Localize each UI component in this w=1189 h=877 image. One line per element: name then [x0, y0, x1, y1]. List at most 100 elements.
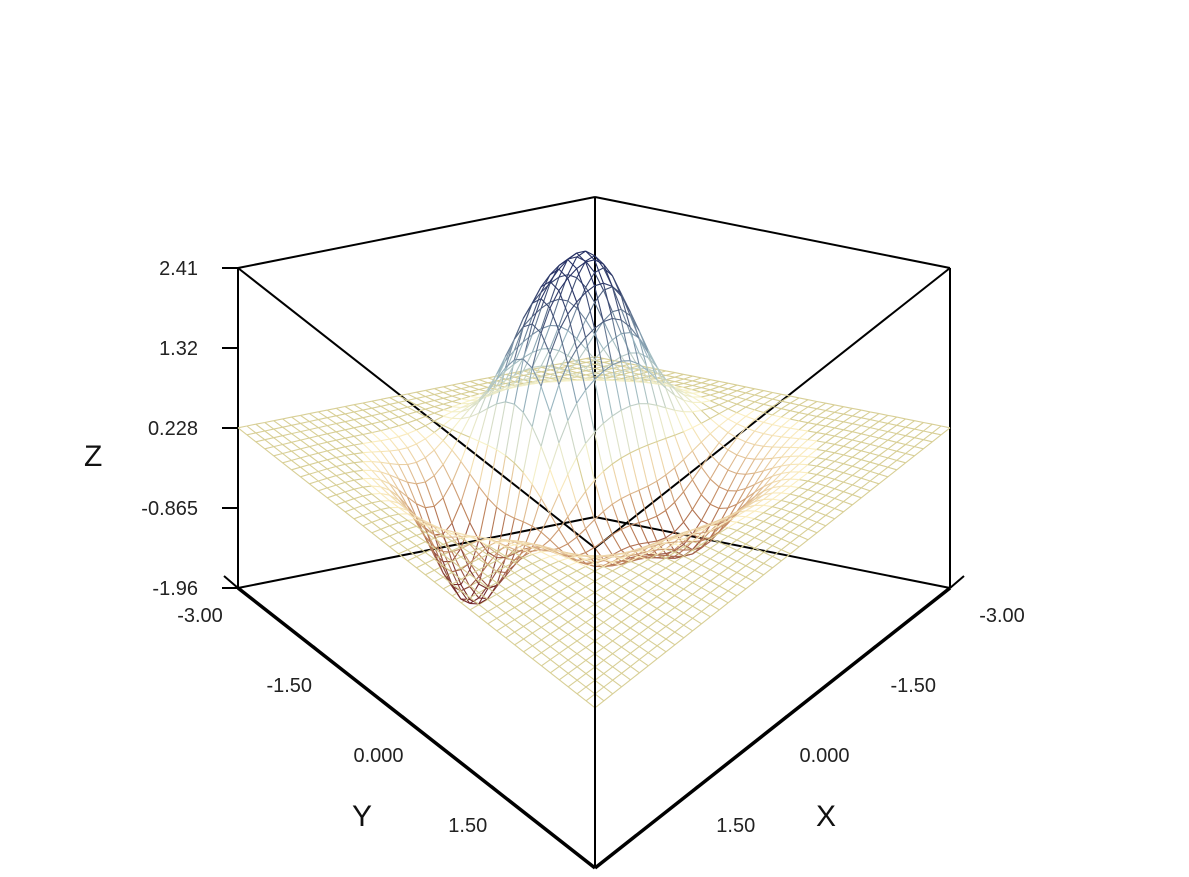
surface-mesh-segment — [674, 537, 684, 540]
surface-mesh-segment — [612, 379, 622, 382]
surface-mesh-segment — [629, 448, 640, 454]
x-tick-label: 0.000 — [799, 745, 849, 767]
surface-mesh-segment — [727, 539, 738, 547]
surface-mesh-segment — [318, 459, 328, 463]
surface-mesh-segment — [522, 484, 533, 522]
surface-mesh-segment — [638, 542, 648, 545]
surface-mesh-segment — [736, 472, 746, 475]
surface-mesh-segment — [425, 574, 435, 583]
surface-mesh-segment — [630, 378, 640, 383]
surface-mesh-segment — [443, 533, 453, 537]
surface-mesh-segment — [451, 569, 462, 573]
surface-mesh-segment — [514, 383, 524, 388]
surface-mesh-segment — [781, 471, 791, 475]
surface-mesh-segment — [603, 627, 613, 636]
surface-mesh-segment — [451, 418, 462, 430]
surface-mesh-segment — [576, 252, 586, 263]
surface-mesh-segment — [576, 337, 587, 350]
surface-mesh-segment — [745, 569, 756, 578]
surface-mesh-segment — [425, 388, 435, 391]
box-edge-top-right — [594, 196, 951, 269]
surface-mesh-segment — [389, 500, 399, 504]
surface-mesh-segment — [469, 586, 480, 599]
surface-mesh-segment — [362, 486, 373, 495]
surface-mesh-segment — [540, 498, 551, 514]
surface-mesh-segment — [478, 389, 489, 401]
surface-mesh-segment — [264, 430, 275, 439]
surface-mesh-segment — [701, 530, 711, 537]
surface-mesh-segment — [558, 330, 569, 351]
surface-mesh-segment — [648, 381, 658, 385]
surface-mesh-segment — [442, 561, 453, 585]
surface-mesh-segment — [718, 585, 729, 592]
surface-mesh-segment — [255, 439, 265, 443]
surface-mesh-segment — [558, 493, 569, 518]
surface-mesh-segment — [514, 631, 524, 640]
surface-mesh-segment — [460, 536, 470, 539]
surface-mesh-segment — [709, 552, 720, 560]
surface-mesh-segment — [896, 424, 906, 428]
surface-mesh-segment — [291, 431, 301, 435]
surface-mesh-segment — [451, 537, 462, 542]
surface-mesh-segment — [309, 413, 319, 421]
surface-mesh-segment — [344, 491, 355, 500]
surface-mesh-segment — [647, 540, 657, 544]
surface-mesh-segment — [523, 351, 533, 359]
surface-mesh-segment — [567, 570, 578, 577]
surface-mesh-segment — [469, 486, 480, 523]
surface-mesh-segment — [362, 485, 372, 488]
surface-mesh-segment — [701, 389, 711, 393]
surface-mesh-segment — [745, 524, 755, 529]
surface-mesh-segment — [327, 475, 337, 479]
surface-mesh-segment — [593, 432, 604, 472]
surface-mesh-segment — [647, 480, 658, 487]
surface-mesh-segment — [398, 489, 408, 507]
surface-mesh-segment — [380, 450, 390, 453]
surface-mesh-segment — [514, 583, 524, 591]
surface-mesh-segment — [621, 586, 631, 593]
surface-mesh-segment — [807, 482, 818, 491]
surface-mesh-segment — [736, 560, 747, 567]
surface-mesh-segment — [469, 562, 480, 571]
surface-mesh-segment — [612, 333, 622, 341]
surface-mesh-segment — [585, 367, 596, 372]
surface-mesh-segment — [780, 437, 791, 448]
surface-mesh-segment — [754, 498, 764, 506]
surface-mesh-segment — [558, 274, 569, 278]
surface-mesh-segment — [344, 406, 355, 413]
surface-mesh-segment — [603, 686, 614, 695]
surface-mesh-segment — [692, 617, 702, 625]
surface-mesh-segment — [709, 503, 720, 509]
surface-mesh-segment — [745, 457, 755, 460]
surface-mesh-segment — [531, 348, 542, 368]
surface-mesh-segment — [727, 394, 738, 398]
surface-mesh-segment — [621, 332, 631, 335]
surface-mesh-segment — [407, 528, 417, 536]
surface-mesh-segment — [834, 406, 844, 413]
surface-mesh-segment — [291, 466, 301, 471]
surface-mesh-segment — [469, 536, 480, 542]
surface-mesh-segment — [558, 627, 569, 635]
surface-mesh-segment — [665, 589, 675, 597]
surface-mesh-segment — [620, 580, 631, 587]
surface-mesh-segment — [674, 538, 684, 545]
surface-mesh-segment — [798, 498, 809, 506]
surface-mesh-segment — [887, 416, 898, 424]
surface-mesh-segment — [709, 547, 720, 553]
surface-mesh-segment — [629, 543, 640, 547]
surface-mesh-segment — [683, 389, 693, 391]
surface-mesh-segment — [452, 382, 462, 386]
surface-mesh-segment — [531, 298, 542, 325]
surface-mesh-segment — [834, 413, 844, 421]
surface-mesh-segment — [478, 444, 489, 487]
surface-mesh-segment — [549, 615, 560, 622]
surface-mesh-segment — [353, 508, 364, 516]
surface-mesh-segment — [612, 317, 622, 321]
surface-mesh-segment — [798, 439, 809, 449]
surface-mesh-segment — [683, 540, 693, 548]
surface-mesh-segment — [629, 608, 640, 617]
surface-mesh-segment — [442, 529, 453, 535]
surface-mesh-segment — [478, 408, 489, 442]
surface-mesh-segment — [656, 613, 667, 622]
surface-mesh-segment — [523, 620, 533, 627]
